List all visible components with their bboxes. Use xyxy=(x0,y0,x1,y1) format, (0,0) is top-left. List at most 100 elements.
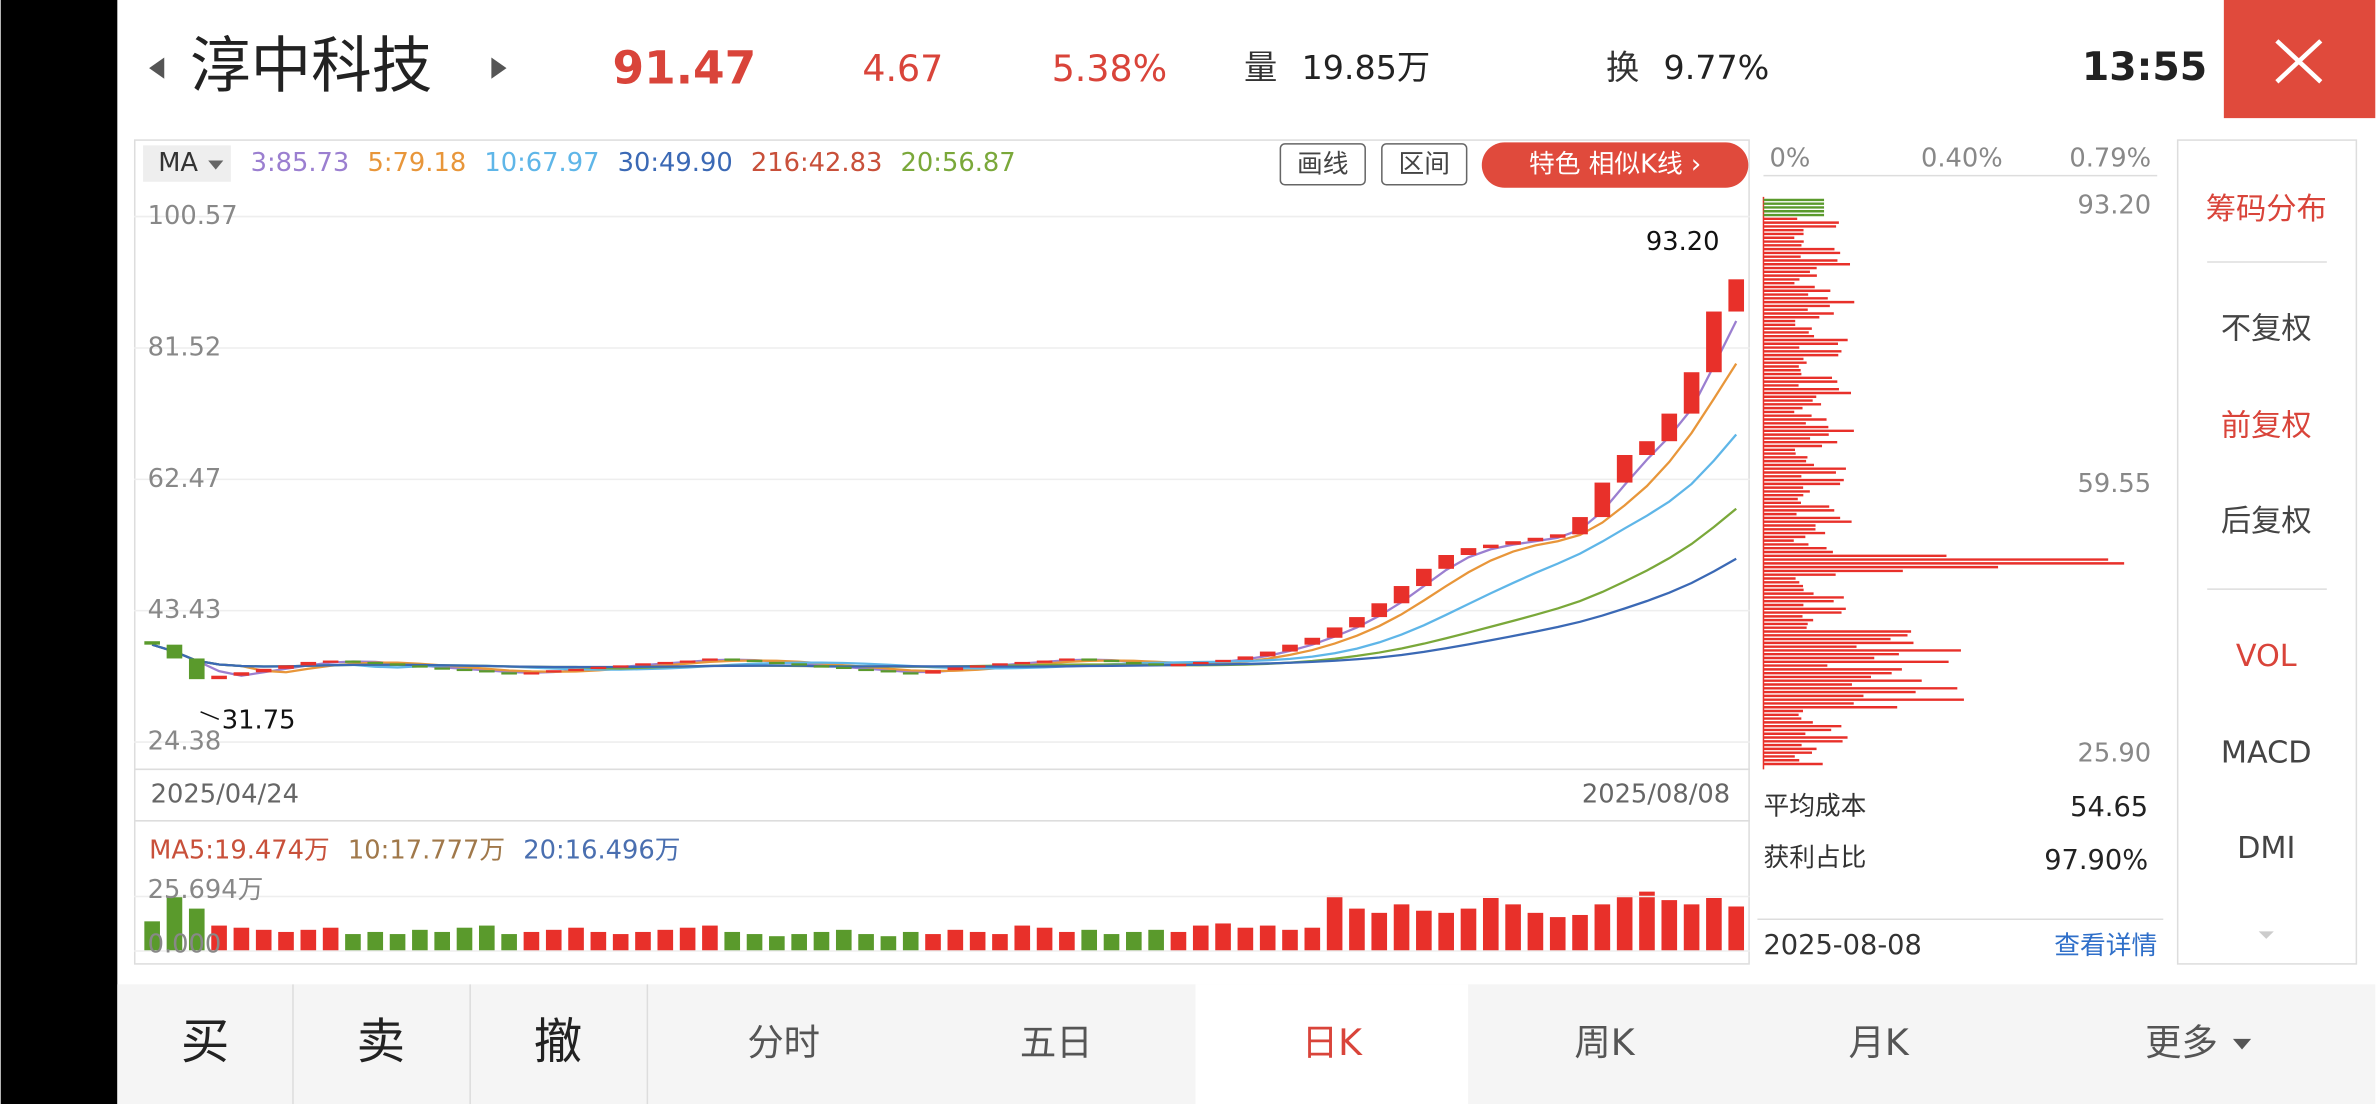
volume-tick-label: 25.694万 xyxy=(148,875,264,905)
chip-axis-0: 0% xyxy=(1770,144,1811,174)
volume-legend: MA5:19.474万 xyxy=(149,836,330,866)
tab[interactable]: 更多 xyxy=(2145,1021,2218,1064)
menu-item[interactable]: 前复权 xyxy=(2221,409,2312,444)
menu-item[interactable]: 筹码分布 xyxy=(2206,192,2327,227)
volume-bar xyxy=(1594,904,1611,952)
ma-legend-item: 30:49.90 xyxy=(618,148,733,178)
menu-item[interactable]: MACD xyxy=(2221,736,2312,771)
candle xyxy=(657,661,674,665)
y-tick-label: 43.43 xyxy=(148,595,222,625)
draw-button[interactable] xyxy=(1279,143,1366,186)
turnover: 9.77% xyxy=(1664,48,1770,87)
detail-link[interactable]: 查看详情 xyxy=(2054,931,2157,961)
candle xyxy=(1706,311,1722,373)
chip-bars xyxy=(1762,196,2125,770)
turnover-label: 换 xyxy=(1606,48,1639,87)
tab[interactable]: 买 xyxy=(181,1014,229,1070)
volume-bar xyxy=(1126,931,1142,952)
tab[interactable]: 五日 xyxy=(1020,1021,1093,1064)
candle xyxy=(1237,656,1254,660)
range-label: 区间 xyxy=(1399,150,1450,180)
candle xyxy=(1482,544,1499,549)
feature-button[interactable] xyxy=(1481,142,1749,188)
volume-bar xyxy=(300,929,317,952)
volume-bar xyxy=(969,931,986,952)
volume-bar xyxy=(255,929,272,952)
menu-item[interactable]: 不复权 xyxy=(2221,312,2312,347)
chip-axis-2: 0.79% xyxy=(2069,144,2151,174)
tab[interactable]: 日K xyxy=(1302,1021,1363,1064)
candle xyxy=(702,658,718,661)
volume-bar xyxy=(947,929,964,952)
volume-bar xyxy=(188,908,205,952)
y-tick-label: 62.47 xyxy=(148,464,222,494)
volume-bar xyxy=(724,931,741,952)
left-bezel xyxy=(0,0,118,1104)
volume-bar xyxy=(1728,906,1745,952)
close-icon xyxy=(2275,39,2323,84)
ma-legend-item: 3:85.73 xyxy=(251,148,350,178)
menu-item[interactable]: VOL xyxy=(2236,639,2297,674)
volume-bar xyxy=(434,931,450,952)
candle xyxy=(545,670,562,673)
volume-bar xyxy=(925,934,941,952)
tabs: 买 卖 撤 分时 五日 日K 周K 月K 更多 xyxy=(181,984,2252,1104)
chip-price-mid: 59.55 xyxy=(2077,469,2151,499)
tab[interactable]: 周K xyxy=(1574,1021,1635,1064)
volume-bar xyxy=(1081,929,1098,952)
candle xyxy=(925,670,941,674)
volume-bar xyxy=(1460,908,1477,952)
prev-arrow[interactable] xyxy=(149,57,165,79)
menu-item[interactable]: DMI xyxy=(2237,831,2295,866)
volume-bar xyxy=(1572,914,1588,952)
next-arrow[interactable] xyxy=(491,57,507,79)
candle xyxy=(858,668,874,672)
volume-bar xyxy=(1349,908,1365,952)
volume-bar xyxy=(1237,927,1254,952)
candle xyxy=(724,658,741,661)
volume-bar xyxy=(1393,904,1410,952)
volume-bar xyxy=(992,934,1008,952)
side-menu xyxy=(2176,139,2358,965)
volume-bar xyxy=(1616,895,1633,952)
candle xyxy=(1192,661,1209,665)
candle xyxy=(1572,517,1588,535)
tab[interactable]: 卖 xyxy=(357,1014,405,1070)
volume-bar xyxy=(858,934,874,952)
tab[interactable]: 月K xyxy=(1848,1021,1909,1064)
candle xyxy=(635,663,651,666)
candle xyxy=(1639,441,1655,455)
min-label: 31.75 xyxy=(222,705,296,735)
tab[interactable]: 撤 xyxy=(534,1014,582,1070)
change: 4.67 xyxy=(862,47,943,90)
volume-bar xyxy=(1014,925,1031,952)
tab[interactable]: 分时 xyxy=(747,1021,820,1064)
menu-more xyxy=(2258,931,2274,939)
more-arrow xyxy=(2232,1038,2252,1050)
volume-bar xyxy=(1438,912,1454,952)
range-button[interactable] xyxy=(1381,143,1468,186)
time: 13:55 xyxy=(2082,44,2207,90)
menu-item[interactable]: 后复权 xyxy=(2221,504,2312,539)
candle xyxy=(434,667,450,670)
candle xyxy=(1148,663,1164,666)
candle xyxy=(300,661,317,666)
candle xyxy=(590,666,607,670)
volume-bar xyxy=(501,934,517,952)
chip-price-bottom: 25.90 xyxy=(2077,739,2151,769)
volume-bar xyxy=(590,931,607,952)
candle xyxy=(1661,413,1678,442)
volume-bar xyxy=(1259,925,1276,952)
candle xyxy=(367,661,384,665)
candle xyxy=(612,665,629,668)
candle xyxy=(1616,454,1633,483)
chart-frame xyxy=(133,139,1750,965)
candle xyxy=(345,660,361,663)
volume-legend: 10:17.777万 xyxy=(348,836,505,866)
volume-bar xyxy=(746,934,763,952)
ma-legend-item: 20:56.87 xyxy=(901,148,1016,178)
candle xyxy=(835,666,852,670)
volume-bar xyxy=(367,931,384,952)
candle xyxy=(144,641,160,645)
